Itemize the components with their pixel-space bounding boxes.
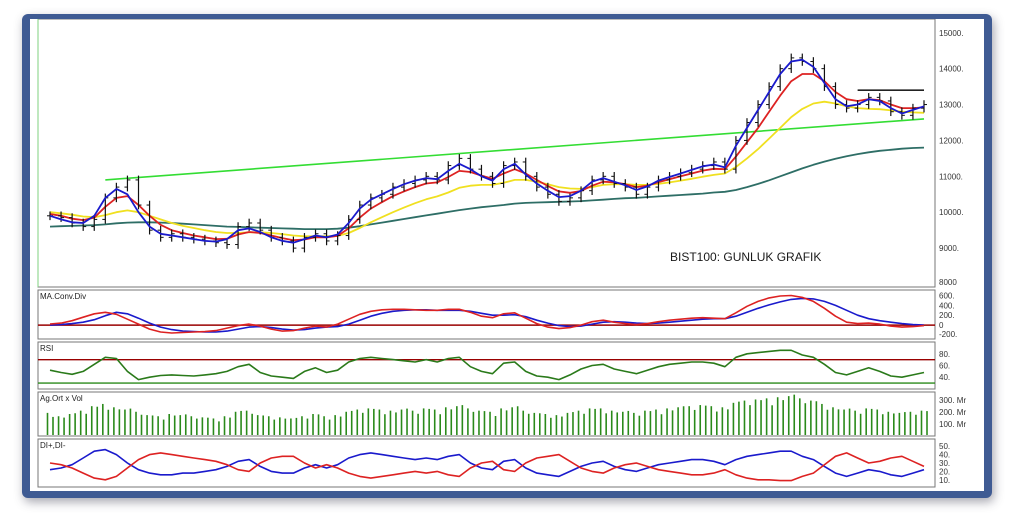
trendline [105,118,925,181]
price-ma-line [49,100,925,238]
price-tick-label: 9000. [939,244,959,253]
macd-tick-label: 600. [939,291,955,300]
macd-title: MA.Conv.Div [40,292,86,301]
dmi-title: DI+,DI- [40,441,66,450]
price-ma-line [49,73,925,242]
panel-frame-rsi [37,341,936,390]
macd-tick-label: 400. [939,301,955,310]
panel-frame-volume [37,391,936,437]
dmi-line [49,448,925,478]
price-tick-label: 8000 [939,278,957,287]
price-tick-label: 15000. [939,29,963,38]
rsi-title: RSI [40,344,53,353]
chart-svg: 15000. 14000. 13000. 12000. 11000. 10000. 9000… [37,19,966,488]
volume-title: Ag.Ort x Vol [40,394,83,403]
rsi-tick-label: 40. [939,373,950,382]
dmi-tick-label: 30. [939,459,950,468]
price-tick-label: 10000. [939,208,963,217]
price-tick-label: 13000. [939,101,963,110]
price-ma-line [49,146,925,231]
rsi-line [49,349,925,381]
price-tick-label: 11000. [939,172,963,181]
rsi-tick-label: 80. [939,350,950,359]
panel-frame-dmi [37,438,936,488]
chart-annotation: BIST100: GUNLUK GRAFIK [670,250,821,264]
macd-tick-label: -200. [939,330,957,339]
chart-canvas: 15000. 14000. 13000. 12000. 11000. 10000. 9000… [30,19,984,491]
rsi-tick-label: 60. [939,362,950,371]
macd-tick-label: 200. [939,311,955,320]
panel-frame-macd [37,289,936,340]
volume-tick-label: 100. Mr [939,420,966,429]
macd-tick-label: 0 [939,321,944,330]
macd-line [49,294,925,334]
price-tick-label: 14000. [939,65,963,74]
volume-tick-label: 200. Mr [939,408,966,417]
macd-line [49,297,925,333]
dmi-tick-label: 20. [939,467,950,476]
dmi-line [49,452,925,482]
dmi-tick-label: 50. [939,442,950,451]
price-tick-label: 12000. [939,136,963,145]
dmi-tick-label: 40. [939,451,950,460]
price-ma-line [49,58,925,244]
dmi-tick-label: 10. [939,476,950,485]
volume-tick-label: 300. Mr [939,396,966,405]
